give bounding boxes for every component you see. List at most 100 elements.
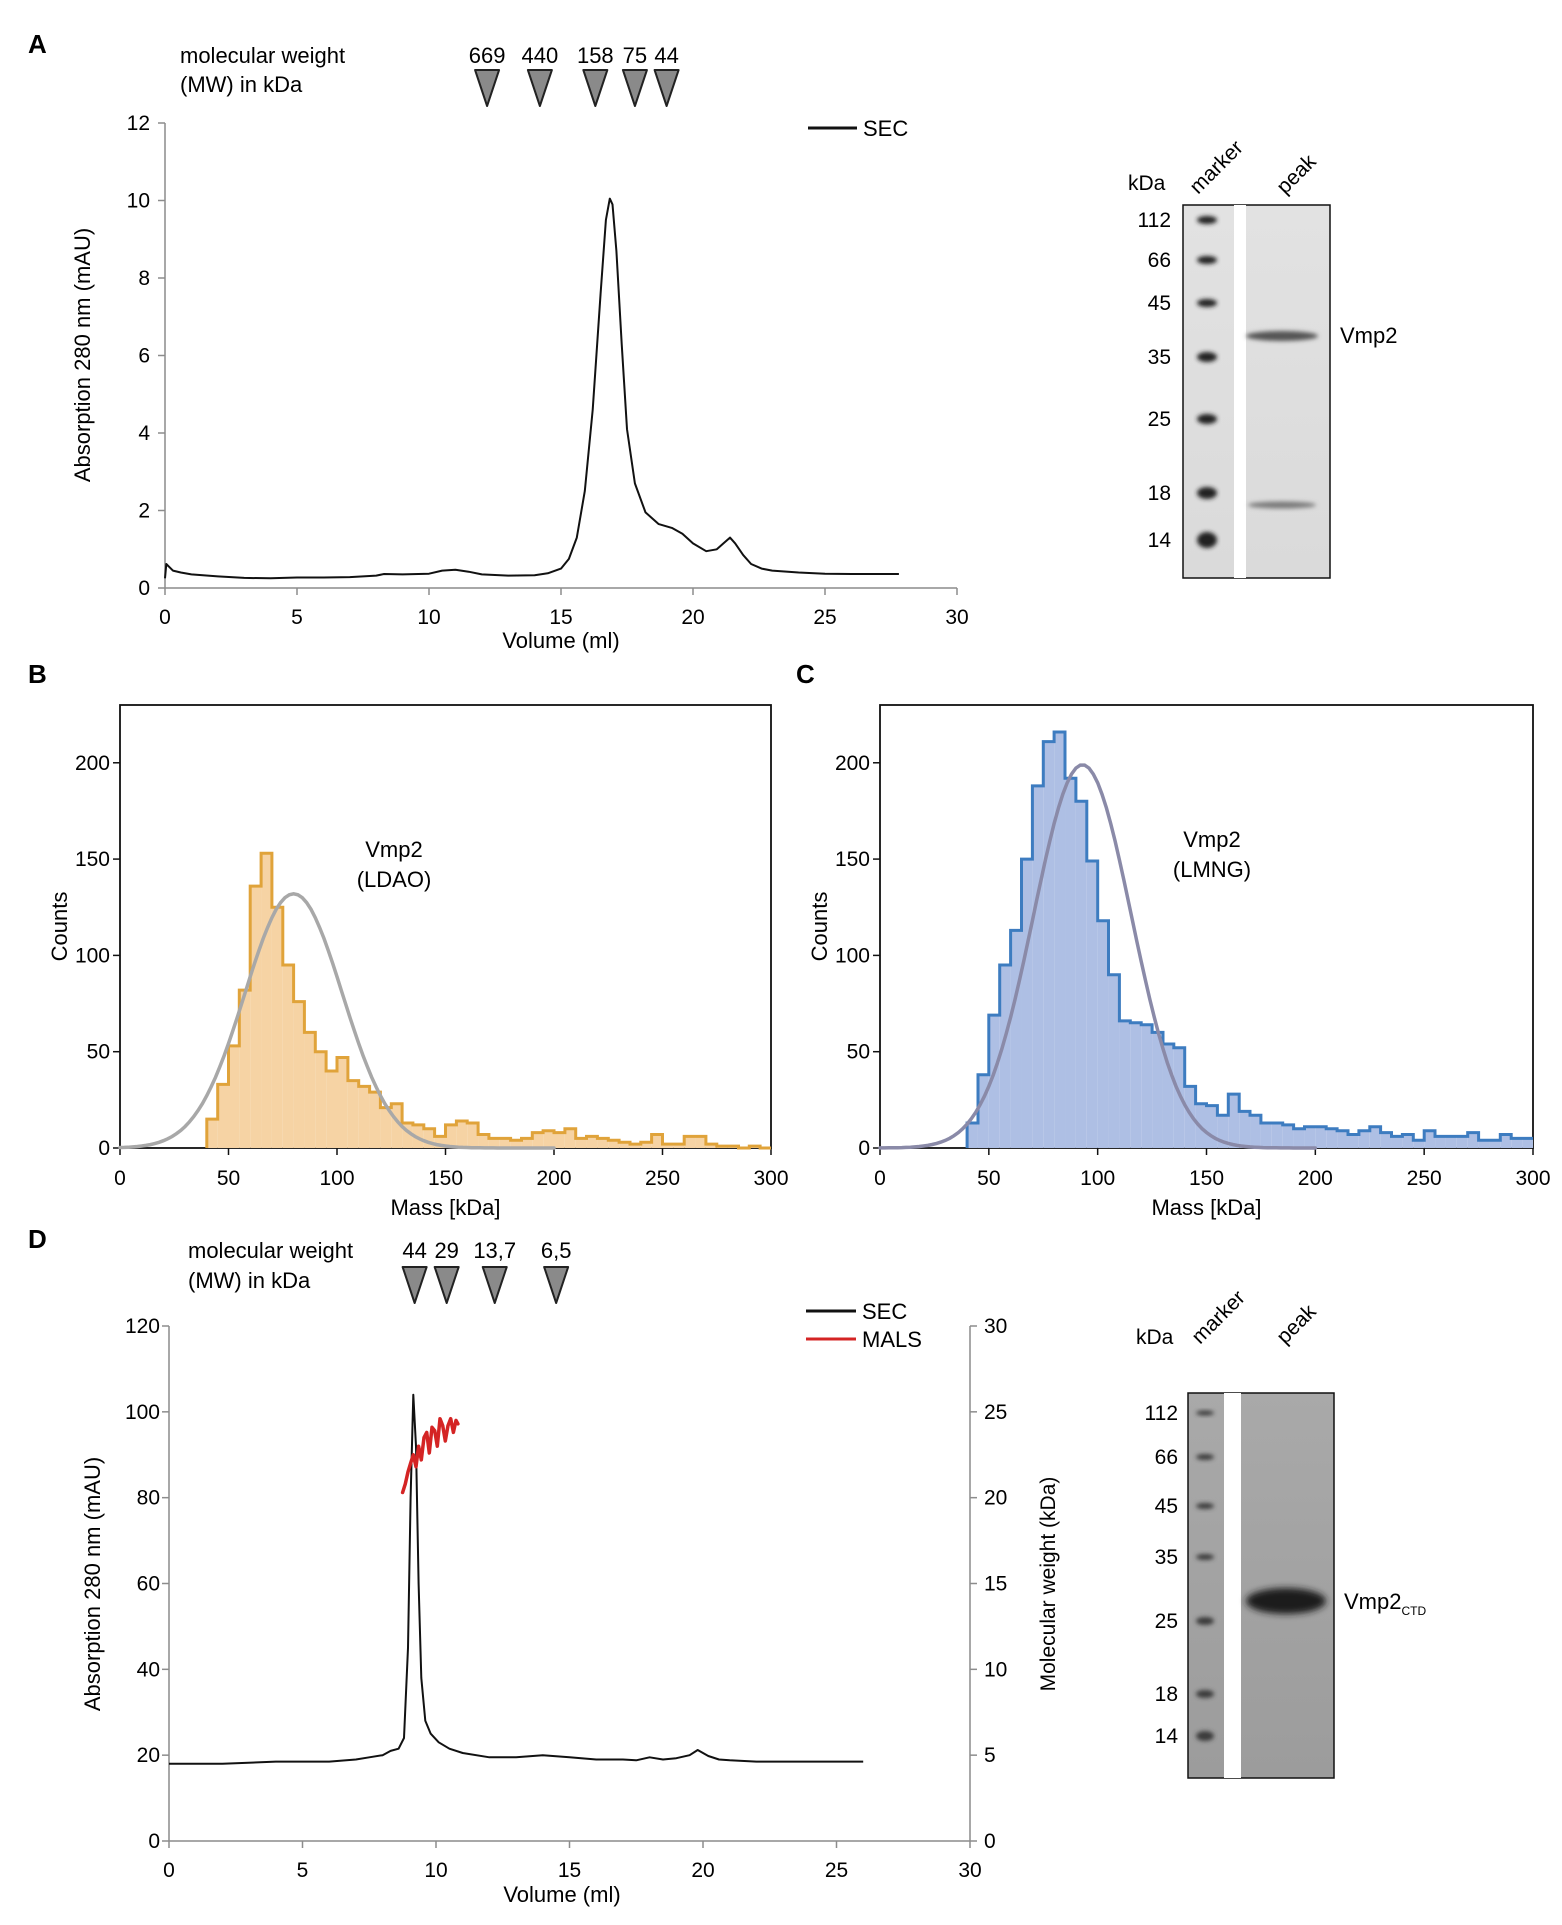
- b-bar: [651, 1134, 663, 1148]
- gel-ladder-band: [1196, 1617, 1214, 1625]
- gel-ladder-label: 18: [1155, 1683, 1178, 1706]
- d-legend-label-mals: MALS: [862, 1327, 922, 1352]
- d-series-mals-line: [400, 1416, 460, 1495]
- b-annotation-name: Vmp2: [365, 837, 422, 862]
- a-x-tick-label: 20: [681, 606, 704, 629]
- d-x-axis-title: Volume (ml): [503, 1882, 620, 1907]
- b-bar: [217, 1084, 229, 1148]
- gel-a-lane-label-peak: peak: [1272, 150, 1321, 199]
- d-y-tick-label: 40: [137, 1658, 160, 1681]
- panel-label-d: D: [28, 1224, 47, 1254]
- gel-ladder-band: [1196, 1690, 1214, 1698]
- d-x-tick-label: 30: [958, 1859, 981, 1882]
- c-bar: [1500, 1134, 1512, 1148]
- c-y-tick-label: 0: [858, 1137, 870, 1160]
- b-bar: [445, 1124, 457, 1148]
- b-bar: [695, 1136, 706, 1148]
- c-bar: [1293, 1128, 1305, 1148]
- c-bar: [1086, 861, 1098, 1148]
- b-bar: [239, 990, 251, 1148]
- c-bars: [967, 731, 1533, 1148]
- d-mw-marker-label: 44: [402, 1238, 426, 1263]
- chart-d-mw-markers: 44 29 13,7 6,5: [401, 1238, 571, 1304]
- b-bars: [206, 853, 761, 1148]
- c-bar: [1402, 1134, 1414, 1148]
- c-bar: [1021, 859, 1033, 1148]
- a-x-tick-label: 30: [945, 606, 968, 629]
- gel-a-lane-label-marker: marker: [1185, 136, 1247, 198]
- c-bar: [1141, 1024, 1153, 1148]
- c-bar: [1108, 974, 1120, 1148]
- b-bar: [488, 1138, 500, 1148]
- c-bar: [1424, 1130, 1436, 1148]
- b-y-tick-label: 0: [98, 1137, 110, 1160]
- c-bar: [1271, 1122, 1283, 1148]
- a-x-tick-label: 10: [417, 606, 440, 629]
- b-bar: [532, 1132, 544, 1148]
- b-bar: [402, 1122, 413, 1148]
- b-bar: [347, 1080, 359, 1148]
- c-x-tick-label: 150: [1189, 1167, 1224, 1190]
- a-mw-marker-triangle: [653, 69, 680, 107]
- gel-ladder-label: 25: [1148, 408, 1171, 431]
- b-bar: [619, 1142, 630, 1148]
- d-right-y-tick-label: 5: [984, 1744, 996, 1767]
- d-right-y-tick-label: 10: [984, 1658, 1007, 1681]
- b-bar: [673, 1144, 685, 1148]
- b-bar: [380, 1107, 392, 1148]
- c-bar: [1369, 1126, 1381, 1148]
- b-x-tick-label: 250: [645, 1167, 680, 1190]
- a-mw-marker-label: 669: [469, 43, 506, 68]
- d-right-y-tick-label: 30: [984, 1315, 1007, 1338]
- d-x-tick-label: 10: [424, 1859, 447, 1882]
- b-bar: [337, 1057, 348, 1148]
- panel-label-b: B: [28, 659, 47, 689]
- mw-title-line1-a: molecular weight: [180, 43, 345, 68]
- c-bar: [1435, 1136, 1446, 1148]
- d-x-tick-label: 15: [558, 1859, 581, 1882]
- c-bar: [1260, 1122, 1272, 1148]
- b-bar: [608, 1140, 620, 1148]
- gel-ladder-band: [1196, 1554, 1214, 1560]
- c-bar: [1119, 1020, 1131, 1148]
- b-bar: [543, 1130, 554, 1148]
- d-right-y-tick-label: 15: [984, 1573, 1007, 1596]
- b-x-tick-label: 300: [753, 1167, 788, 1190]
- d-y-tick-label: 20: [137, 1744, 160, 1767]
- c-bar: [977, 1074, 989, 1148]
- a-x-tick-label: 0: [159, 606, 171, 629]
- gel-ladder-band: [1197, 299, 1217, 307]
- gel-a: kDa marker peak 112 66 45 35 25 18 14 Vmp2: [1128, 136, 1397, 579]
- c-y-axis-title: Counts: [807, 892, 832, 962]
- c-bar: [1337, 1130, 1348, 1148]
- b-bar: [315, 1051, 327, 1148]
- b-bar: [434, 1136, 446, 1148]
- c-bar: [1391, 1136, 1403, 1148]
- d-y-tick-label: 100: [125, 1401, 160, 1424]
- gel-ladder-label: 14: [1148, 529, 1172, 552]
- gel-ladder-label: 18: [1148, 482, 1171, 505]
- a-series-sec-line: [164, 197, 899, 580]
- c-bar: [1315, 1126, 1327, 1148]
- gel-d-ladder-bands: 112 66 45 35 25 18 14: [1145, 1402, 1214, 1748]
- b-bar: [564, 1128, 576, 1148]
- a-x-axis-title: Volume (ml): [502, 628, 619, 653]
- c-bar: [1097, 920, 1109, 1148]
- a-y-tick-label: 6: [138, 345, 150, 368]
- d-y-right-axis-title: Molecular weight (kDa): [1037, 1477, 1060, 1692]
- mw-title-line2-d: (MW) in kDa: [188, 1268, 311, 1293]
- c-bar: [1478, 1140, 1490, 1148]
- b-bar: [684, 1136, 696, 1148]
- gel-ladder-label: 66: [1155, 1446, 1178, 1469]
- a-mw-marker-triangle: [582, 69, 609, 107]
- b-bar: [304, 1032, 316, 1148]
- b-bar: [206, 1119, 218, 1148]
- a-mw-marker-label: 158: [577, 43, 614, 68]
- gel-ladder-label: 112: [1145, 1402, 1178, 1425]
- b-x-tick-label: 100: [319, 1167, 354, 1190]
- c-y-tick-label: 200: [835, 752, 870, 775]
- chart-a-mw-markers: 669 440 158 75 44: [469, 43, 680, 107]
- c-annotation-name: Vmp2: [1183, 827, 1240, 852]
- chart-c-lmng-histogram: 0 50 100 150 200 0 50 100 150 200 250 300 Mass [kDa]…: [807, 704, 1551, 1220]
- panel-label-c: C: [796, 659, 815, 689]
